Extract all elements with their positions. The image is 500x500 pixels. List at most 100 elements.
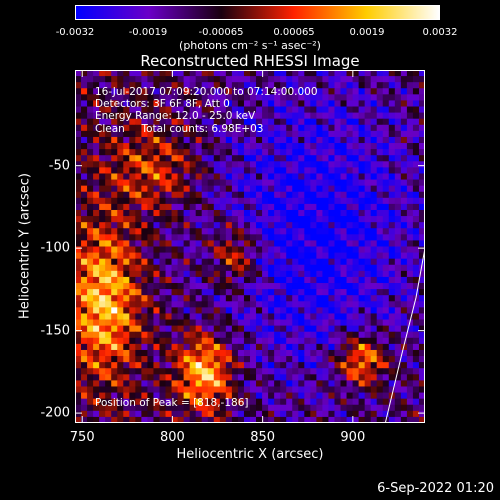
heatmap-cell xyxy=(231,398,239,406)
heatmap-cell xyxy=(75,276,82,284)
heatmap-cell xyxy=(364,76,372,83)
heatmap-cell xyxy=(207,136,215,144)
heatmap-cell xyxy=(183,228,191,235)
heatmap-cell xyxy=(310,76,317,83)
heatmap-cell xyxy=(358,112,366,120)
heatmap-cell xyxy=(412,337,420,345)
heatmap-cell xyxy=(328,325,335,333)
heatmap-cell xyxy=(388,82,396,89)
heatmap-cell xyxy=(364,124,372,132)
heatmap-cell xyxy=(418,307,425,314)
heatmap-cell xyxy=(87,100,94,107)
heatmap-cell xyxy=(201,203,209,211)
heatmap-cell xyxy=(388,258,396,266)
heatmap-cell xyxy=(274,343,281,351)
heatmap-cell xyxy=(262,283,269,290)
heatmap-cell xyxy=(111,185,118,193)
heatmap-cell xyxy=(183,362,191,369)
heatmap-cell xyxy=(328,228,335,235)
heatmap-cell xyxy=(87,88,94,95)
heatmap-cell xyxy=(171,185,178,193)
heatmap-cell xyxy=(388,118,396,126)
heatmap-cell xyxy=(406,173,414,180)
heatmap-cell xyxy=(358,319,366,327)
heatmap-cell xyxy=(286,337,293,345)
heatmap-cell xyxy=(231,319,239,327)
heatmap-cell xyxy=(358,258,366,266)
heatmap-cell xyxy=(286,179,293,187)
heatmap-cell xyxy=(225,197,233,205)
heatmap-cell xyxy=(141,246,148,253)
heatmap-cell xyxy=(286,319,293,327)
heatmap-cell xyxy=(364,343,372,351)
heatmap-cell xyxy=(117,276,124,284)
heatmap-cell xyxy=(340,337,347,345)
heatmap-cell xyxy=(280,276,287,284)
heatmap-cell xyxy=(382,167,390,174)
heatmap-cell xyxy=(262,362,269,369)
heatmap-cell xyxy=(334,149,341,156)
heatmap-cell xyxy=(346,252,353,260)
heatmap-cell xyxy=(111,386,118,393)
heatmap-cell xyxy=(352,368,360,375)
heatmap-cell xyxy=(99,410,106,418)
heatmap-cell xyxy=(81,404,88,412)
heatmap-cell xyxy=(364,234,372,241)
heatmap-cell xyxy=(147,82,154,89)
heatmap-cell xyxy=(129,289,136,296)
heatmap-cell xyxy=(364,289,372,296)
heatmap-cell xyxy=(189,289,197,296)
heatmap-cell xyxy=(195,88,203,95)
heatmap-cell xyxy=(201,404,209,412)
heatmap-cell xyxy=(219,240,227,247)
heatmap-cell xyxy=(376,155,384,162)
heatmap-cell xyxy=(250,100,257,107)
heatmap-cell xyxy=(183,203,191,211)
heatmap-cell xyxy=(310,374,317,381)
heatmap-cell xyxy=(225,307,233,314)
heatmap-cell xyxy=(231,179,239,187)
heatmap-cell xyxy=(225,234,233,241)
heatmap-cell xyxy=(346,246,353,253)
heatmap-cell xyxy=(388,276,396,284)
heatmap-cell xyxy=(376,179,384,187)
heatmap-cell xyxy=(328,222,335,229)
heatmap-cell xyxy=(292,173,299,180)
heatmap-cell xyxy=(352,301,360,308)
heatmap-cell xyxy=(382,234,390,241)
heatmap-cell xyxy=(171,136,178,144)
heatmap-cell xyxy=(171,216,178,223)
heatmap-cell xyxy=(394,289,402,296)
heatmap-cell xyxy=(268,349,275,357)
heatmap-cell xyxy=(153,167,160,174)
heatmap-cell xyxy=(75,252,82,260)
heatmap-cell xyxy=(394,392,402,400)
heatmap-cell xyxy=(201,264,209,272)
heatmap-cell xyxy=(388,386,396,393)
heatmap-cell xyxy=(322,392,329,400)
heatmap-cell xyxy=(201,173,209,180)
heatmap-cell xyxy=(123,136,130,144)
heatmap-cell xyxy=(328,240,335,247)
heatmap-cell xyxy=(243,368,251,375)
heatmap-cell xyxy=(316,331,323,339)
heatmap-cell xyxy=(201,106,209,114)
heatmap-cell xyxy=(388,155,396,162)
heatmap-cell xyxy=(340,264,347,272)
heatmap-cell xyxy=(243,118,251,126)
heatmap-cell xyxy=(231,149,239,156)
heatmap-cell xyxy=(262,70,269,77)
heatmap-cell xyxy=(340,209,347,217)
heatmap-cell xyxy=(87,295,94,302)
heatmap-cell xyxy=(310,362,317,369)
heatmap-cell xyxy=(262,368,269,375)
heatmap-cell xyxy=(274,209,281,217)
heatmap-cell xyxy=(123,331,130,339)
heatmap-cell xyxy=(346,258,353,266)
heatmap-cell xyxy=(231,88,239,95)
heatmap-cell xyxy=(75,228,82,235)
heatmap-cell xyxy=(418,246,425,253)
heatmap-cell xyxy=(352,386,360,393)
heatmap-cell xyxy=(334,112,341,120)
heatmap-cell xyxy=(105,197,112,205)
